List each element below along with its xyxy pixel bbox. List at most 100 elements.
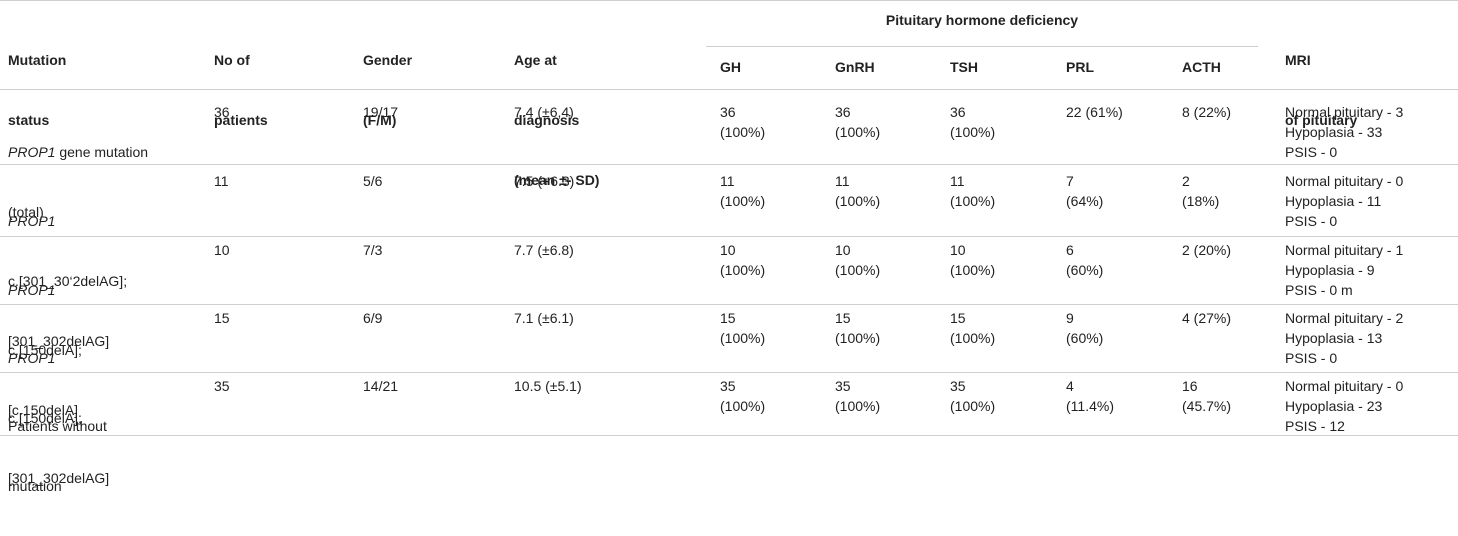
cell-line: Normal pituitary - 3: [1285, 104, 1404, 120]
cell-line: (100%): [720, 330, 766, 346]
header-text: (F/M): [363, 112, 397, 128]
cell-line: PSIS - 12: [1285, 418, 1345, 434]
cell-age: 7.5 (+6.3): [514, 173, 575, 189]
cell-gh: 10 (100%): [720, 240, 765, 280]
cell-mutation-line: c.[150delA];: [8, 410, 82, 426]
cell-line: (100%): [720, 193, 766, 209]
cell-line: 11: [950, 173, 965, 189]
cell-gnrh: 36 (100%): [835, 102, 880, 142]
cell-no: 11: [214, 173, 229, 189]
header-text: Age at: [514, 52, 557, 68]
cell-line: 10: [720, 242, 736, 258]
cell-line: PSIS - 0: [1285, 350, 1338, 366]
cell-tsh: 15 (100%): [950, 308, 995, 348]
cell-line: Hypoplasia - 13: [1285, 330, 1383, 346]
cell-line: (100%): [835, 398, 881, 414]
cell-gnrh: 15 (100%): [835, 308, 880, 348]
cell-line: (100%): [835, 262, 881, 278]
header-text: diagnosis: [514, 112, 580, 128]
cell-line: Hypoplasia - 23: [1285, 398, 1383, 414]
header-tsh: TSH: [950, 59, 978, 75]
cell-line: 10: [835, 242, 851, 258]
cell-line: 35: [950, 378, 966, 394]
header-text: Gender: [363, 52, 413, 68]
cell-acth: 16 (45.7%): [1182, 376, 1231, 416]
cell-line: 35: [835, 378, 851, 394]
header-acth: ACTH: [1182, 59, 1221, 75]
cell-line: 36: [835, 104, 851, 120]
header-deficiency-group: Pituitary hormone deficiency: [885, 12, 1079, 28]
cell-gender: 7/3: [363, 242, 383, 258]
cell-mri: Normal pituitary - 1 Hypoplasia - 9 PSIS -…: [1285, 240, 1403, 300]
cell-line: (100%): [835, 193, 881, 209]
cell-prl: 9 (60%): [1066, 308, 1103, 348]
cell-prl: 6 (60%): [1066, 240, 1103, 280]
cell-line: 11: [835, 173, 850, 189]
header-gh: GH: [720, 59, 741, 75]
cell-line: (11.4%): [1066, 398, 1114, 414]
cell-line: 16: [1182, 378, 1198, 394]
cell-mri: Normal pituitary - 3 Hypoplasia - 33 PSIS …: [1285, 102, 1403, 162]
cell-tsh: 35 (100%): [950, 376, 995, 416]
cell-line: (64%): [1066, 193, 1104, 209]
cell-line: Normal pituitary - 0: [1285, 378, 1404, 394]
header-text: Mutation: [8, 52, 67, 68]
cell-mutation-line: (total): [8, 204, 44, 220]
cell-line: 35: [720, 378, 736, 394]
cell-gnrh: 11 (100%): [835, 171, 880, 211]
cell-line: 36: [720, 104, 736, 120]
header-text: of pituitary: [1285, 112, 1358, 128]
cell-line: PSIS - 0: [1285, 144, 1338, 160]
cell-line: 4: [1066, 378, 1074, 394]
cell-mutation-line: c.[150delA];: [8, 342, 82, 358]
cell-mutation-line: PROP1: [8, 211, 127, 231]
cell-acth: 8 (22%): [1182, 104, 1232, 120]
cell-no: 35: [214, 378, 230, 394]
cell-line: 15: [950, 310, 966, 326]
header-age: Age at diagnosis (mean ±- SD): [514, 10, 599, 230]
cell-line: (100%): [835, 330, 881, 346]
cell-age: 10.5 (±5.1): [514, 378, 582, 394]
gene-name: PROP1: [8, 282, 56, 298]
cell-mutation-line: mutation: [8, 478, 62, 494]
cell-prl: 7 (64%): [1066, 171, 1103, 211]
cell-no: 10: [214, 242, 230, 258]
cell-gender: 14/21: [363, 378, 399, 394]
cell-gh: 11 (100%): [720, 171, 765, 211]
cell-acth: 2 (20%): [1182, 242, 1232, 258]
cell-mutation: Patients without mutation: [8, 376, 107, 536]
cell-mutation: PROP1 gene mutation (total): [8, 102, 148, 262]
header-gender: Gender (F/M): [363, 10, 412, 170]
cell-line: Normal pituitary - 0: [1285, 173, 1404, 189]
cell-line: (18%): [1182, 193, 1220, 209]
cell-line: (100%): [950, 124, 996, 140]
cell-line: (45.7%): [1182, 398, 1232, 414]
cell-line: (100%): [950, 262, 996, 278]
cell-line: (100%): [720, 262, 766, 278]
cell-age: 7.7 (±6.8): [514, 242, 574, 258]
cell-mutation-line: [c.150delA]: [8, 402, 79, 418]
cell-mri: Normal pituitary - 2 Hypoplasia - 13 PSIS …: [1285, 308, 1403, 368]
cell-gender: 19/17: [363, 104, 399, 120]
cell-mutation: PROP1 c.[301_30‘2delAG]; [301_302delAG]: [8, 171, 127, 391]
cell-tsh: 11 (100%): [950, 171, 995, 211]
cell-age: 7.4 (±6,4): [514, 104, 574, 120]
cell-line: 36: [950, 104, 966, 120]
header-prl: PRL: [1066, 59, 1094, 75]
cell-line: (100%): [835, 124, 881, 140]
cell-age: 7.1 (±6.1): [514, 310, 574, 326]
cell-line: (60%): [1066, 330, 1104, 346]
cell-line: Hypoplasia - 33: [1285, 124, 1383, 140]
gene-name: PROP1: [8, 213, 56, 229]
row-divider: [0, 164, 1458, 165]
header-mutation-status: Mutation status: [8, 10, 66, 170]
cell-gender: 5/6: [363, 173, 383, 189]
cell-mutation-line: Patients without: [8, 418, 107, 434]
cell-line: PSIS - 0 m: [1285, 282, 1353, 298]
header-no-patients: No of patients: [214, 10, 268, 170]
gene-name: PROP1: [8, 144, 56, 160]
cell-mutation-line: c.[301_30‘2delAG];: [8, 273, 128, 289]
cell-mutation-line: PROP1: [8, 280, 82, 300]
cell-line: Hypoplasia - 11: [1285, 193, 1382, 209]
cell-line: (100%): [950, 193, 996, 209]
